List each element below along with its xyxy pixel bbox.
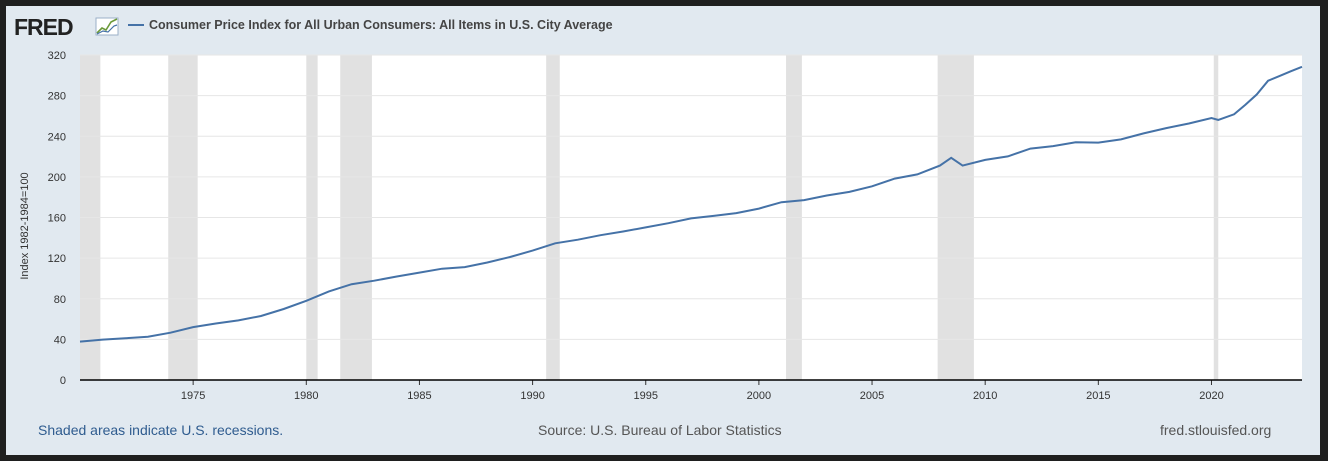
y-tick-label-80: 80: [54, 294, 66, 306]
x-tick-label-2000: 2000: [747, 390, 771, 402]
cpi-line-chart: FRED Consumer Price Index for All Urban …: [14, 14, 1303, 402]
cpi-series-line: [79, 65, 1303, 343]
x-tick-label-2005: 2005: [860, 390, 884, 402]
y-tick-label-240: 240: [48, 131, 66, 143]
y-tick-label-160: 160: [48, 213, 66, 225]
x-tick-label-1990: 1990: [520, 390, 544, 402]
x-tick-label-1980: 1980: [294, 390, 318, 402]
chart-title: Consumer Price Index for All Urban Consu…: [149, 18, 613, 32]
recession-note: Shaded areas indicate U.S. recessions.: [38, 422, 284, 438]
x-tick-label-2015: 2015: [1086, 390, 1110, 402]
y-tick-label-320: 320: [48, 50, 66, 62]
y-tick-label-120: 120: [48, 253, 66, 265]
site-link[interactable]: fred.stlouisfed.org: [1160, 422, 1272, 438]
x-tick-label-1995: 1995: [633, 390, 657, 402]
y-tick-label-280: 280: [48, 91, 66, 103]
fred-logo[interactable]: FRED: [14, 14, 119, 40]
x-axis-ticks: 1975 1980 1985 1990 1995 2000 2005 2010 2015 2020: [181, 380, 1224, 402]
x-tick-label-1985: 1985: [407, 390, 431, 402]
gridlines: [80, 54, 1302, 340]
fred-logo-graph-icon: [95, 17, 119, 36]
y-axis-label: Index 1982-1984=100: [19, 172, 31, 279]
y-tick-label-200: 200: [48, 172, 66, 184]
y-axis-ticks: 0 40 80 120 160 200 240 280 320: [48, 50, 66, 387]
x-tick-label-2020: 2020: [1199, 390, 1223, 402]
fred-logo-text: FRED: [14, 14, 73, 40]
chart-frame: FRED Consumer Price Index for All Urban …: [6, 6, 1320, 455]
y-tick-label-0: 0: [60, 375, 66, 387]
x-tick-label-1975: 1975: [181, 390, 205, 402]
y-tick-label-40: 40: [54, 334, 66, 346]
x-tick-label-2010: 2010: [973, 390, 997, 402]
source-text: Source: U.S. Bureau of Labor Statistics: [538, 422, 782, 438]
